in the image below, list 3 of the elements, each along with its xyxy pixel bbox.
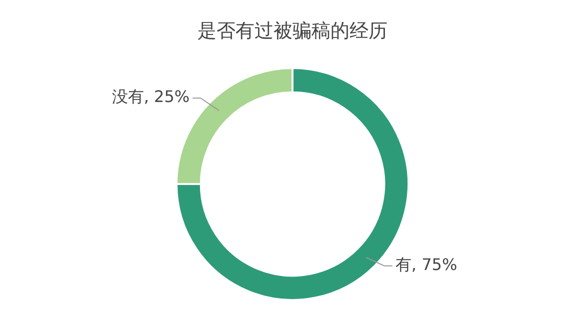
slice-label: 有, 75% bbox=[395, 255, 458, 274]
slice-label: 没有, 25% bbox=[112, 87, 190, 106]
chart-title: 是否有过被骗稿的经历 bbox=[196, 19, 388, 44]
